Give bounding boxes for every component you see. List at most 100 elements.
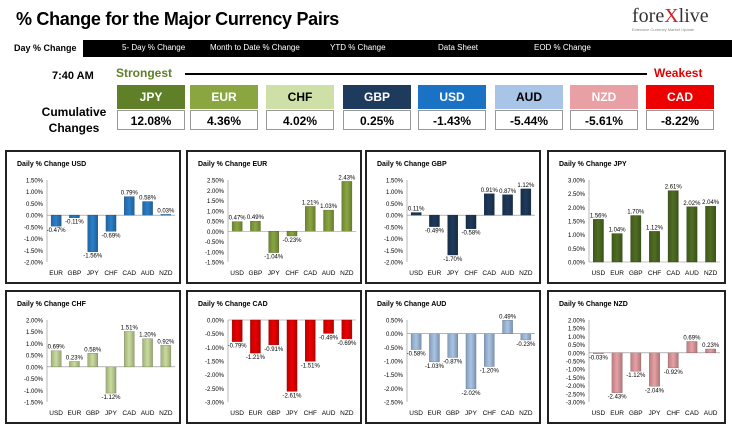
x-tick-label: EUR — [249, 410, 263, 417]
cumulative-changes-label: Cumulative Changes — [41, 105, 107, 135]
y-tick-label: 2.50% — [568, 192, 586, 198]
data-label: -0.23% — [516, 342, 536, 348]
bar-gbp — [250, 221, 261, 232]
y-tick-label: 1.00% — [568, 335, 586, 341]
tab-eod-change[interactable]: EOD % Change — [534, 43, 591, 52]
y-tick-label: -1.00% — [205, 250, 225, 256]
chart-title: Daily % Change CHF — [17, 301, 87, 308]
bar-jpy — [286, 319, 298, 392]
data-label: 1.03% — [320, 204, 338, 210]
bar-cad — [305, 206, 316, 232]
y-tick-label: -1.50% — [24, 401, 44, 407]
data-label: -1.21% — [246, 355, 266, 361]
data-label: 0.58% — [139, 196, 157, 202]
tab-ytd-change[interactable]: YTD % Change — [330, 43, 386, 52]
bar-aud — [705, 348, 716, 353]
currency-box-eur: EUR — [190, 85, 258, 109]
data-label: 1.12% — [517, 183, 535, 189]
tab-month-to-date[interactable]: Month to Date % Change — [210, 43, 300, 52]
tab-bar: Day % Change 5- Day % Change Month to Da… — [0, 40, 732, 57]
cumulative-value-gbp: 0.25% — [343, 110, 411, 130]
bar-nzd — [341, 181, 353, 232]
bar-nzd — [160, 214, 172, 216]
y-tick-label: -0.50% — [566, 360, 586, 366]
x-tick-label: AUD — [322, 410, 336, 417]
y-tick-label: 1.50% — [207, 199, 225, 205]
x-tick-label: GBP — [86, 410, 100, 417]
data-label: -0.47% — [47, 228, 67, 234]
y-tick-label: 2.50% — [207, 179, 225, 185]
y-tick-label: -1.00% — [566, 368, 586, 374]
chart-title: Daily % Change AUD — [377, 301, 446, 308]
x-tick-label: AUD — [704, 410, 718, 417]
chart-title: Daily % Change GBP — [377, 161, 447, 168]
cumulative-value-eur: 4.36% — [190, 110, 258, 130]
chart-panel-aud: Daily % Change AUD 0.50% 0.00% -0.50% -1.00%… — [365, 290, 541, 424]
data-label: 0.03% — [157, 208, 175, 214]
y-tick-label: 0.50% — [207, 220, 225, 226]
y-tick-label: 0.00% — [386, 214, 404, 220]
y-tick-label: -0.50% — [24, 225, 44, 231]
y-tick-label: -1.00% — [384, 360, 404, 366]
data-label: -0.11% — [65, 220, 84, 226]
data-label: 2.04% — [702, 200, 720, 206]
data-label: -1.56% — [83, 254, 103, 260]
cumulative-value-nzd: -5.61% — [570, 110, 638, 130]
y-tick-label: 2.00% — [207, 189, 225, 195]
bar-aud — [502, 194, 513, 216]
x-tick-label: USD — [591, 270, 605, 277]
y-tick-label: -3.00% — [566, 401, 586, 407]
currency-box-jpy: JPY — [117, 85, 185, 109]
data-label: -1.20% — [480, 368, 500, 374]
data-label: 1.12% — [646, 225, 664, 231]
tab-5day-change[interactable]: 5- Day % Change — [122, 43, 186, 52]
strongest-label: Strongest — [116, 66, 173, 80]
chart-nzd: Daily % Change NZD 2.00% 1.50% 1.00% 0.50% 0.… — [559, 301, 720, 417]
data-label: -0.87% — [443, 359, 463, 365]
x-tick-label: NZD — [159, 410, 173, 417]
y-tick-label: 0.50% — [26, 202, 44, 208]
data-label: -2.61% — [282, 393, 302, 399]
x-tick-label: NZD — [704, 270, 718, 277]
data-label: -0.58% — [407, 352, 427, 358]
tab-day-change[interactable]: Day % Change — [0, 40, 83, 57]
x-tick-label: CHF — [483, 410, 496, 417]
data-label: -0.03% — [589, 356, 609, 362]
tab-data-sheet[interactable]: Data Sheet — [438, 43, 479, 52]
y-tick-label: -0.50% — [24, 377, 44, 383]
x-tick-label: GBP — [446, 410, 460, 417]
x-tick-label: USD — [49, 410, 63, 417]
chart-title: Daily % Change CAD — [198, 301, 268, 308]
y-tick-label: -1.50% — [205, 360, 225, 366]
x-tick-label: CHF — [464, 270, 477, 277]
chart-chf: Daily % Change CHF 2.00% 1.50% 1.00% 0.50% 0.… — [17, 301, 175, 417]
bar-cad — [124, 196, 135, 216]
x-tick-label: CAD — [482, 270, 496, 277]
data-label: 1.04% — [609, 228, 627, 234]
data-label: 0.47% — [229, 216, 247, 222]
x-tick-label: CAD — [666, 270, 680, 277]
y-tick-label: 3.00% — [568, 179, 586, 185]
x-tick-label: CAD — [122, 410, 136, 417]
bar-usd — [593, 219, 604, 263]
bar-usd — [231, 319, 243, 342]
bar-jpy — [105, 366, 117, 394]
y-tick-label: 0.50% — [26, 354, 44, 360]
y-tick-label: -2.00% — [566, 384, 586, 390]
bar-cad — [502, 320, 513, 334]
x-tick-label: CHF — [304, 410, 317, 417]
data-label: 0.92% — [157, 339, 175, 345]
data-label: -1.12% — [101, 395, 121, 401]
bar-jpy — [268, 231, 279, 253]
bar-cad — [686, 341, 698, 354]
y-tick-label: 1.50% — [568, 327, 586, 333]
y-tick-label: 2.00% — [26, 319, 44, 325]
bar-nzd — [705, 206, 716, 263]
x-tick-label: AUD — [322, 270, 336, 277]
data-label: 0.79% — [121, 191, 139, 197]
bar-jpy — [447, 214, 458, 256]
data-label: 1.56% — [590, 213, 608, 219]
data-label: 1.70% — [627, 210, 645, 216]
data-label: -1.51% — [301, 363, 321, 369]
data-label: -0.91% — [264, 347, 284, 353]
